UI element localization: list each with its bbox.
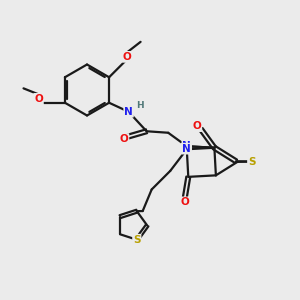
Text: S: S [133,235,141,245]
Text: O: O [180,197,189,207]
Text: O: O [120,134,128,144]
Text: O: O [34,94,43,104]
Text: O: O [193,121,201,131]
Text: O: O [123,52,131,62]
Text: N: N [182,141,191,151]
Text: S: S [248,157,256,166]
Text: H: H [136,101,144,110]
Text: N: N [124,107,133,117]
Text: N: N [182,144,190,154]
